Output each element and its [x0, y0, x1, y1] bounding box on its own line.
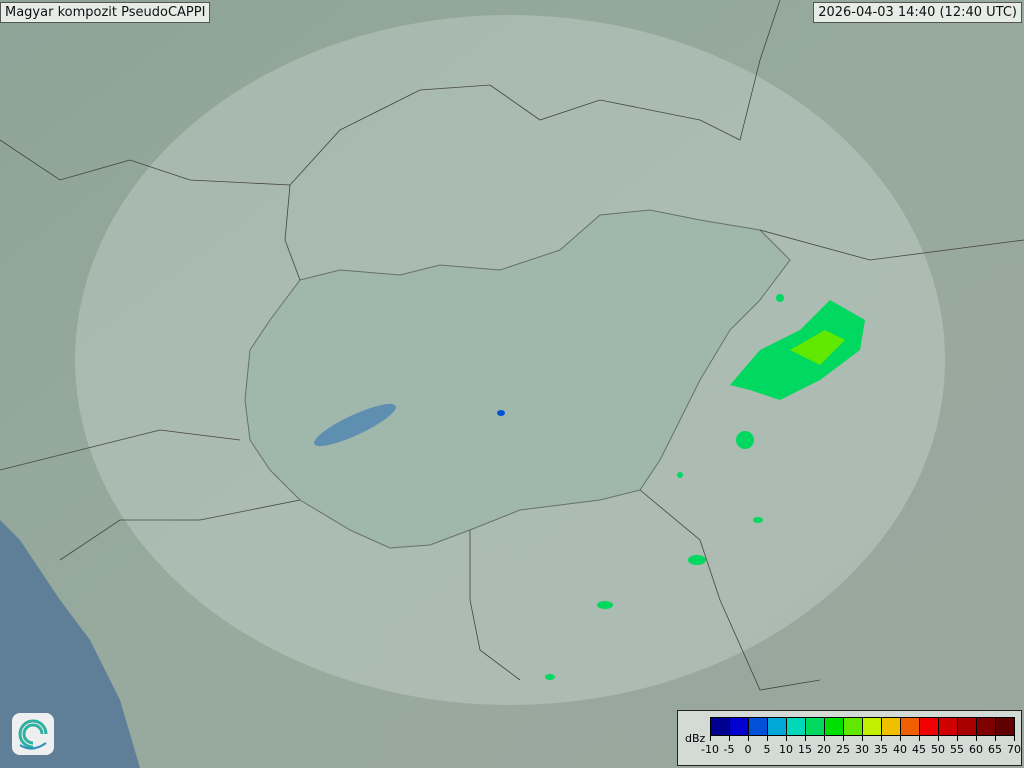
color-swatch — [749, 718, 768, 735]
tick-label: 45 — [912, 743, 926, 756]
echo-cell — [497, 410, 505, 416]
tick-label: 10 — [779, 743, 793, 756]
color-swatch — [730, 718, 749, 735]
echo-cell — [776, 294, 784, 302]
legend-unit: dBz — [685, 732, 706, 745]
timestamp: 2026-04-03 14:40 (12:40 UTC) — [813, 2, 1022, 23]
tick-label: 35 — [874, 743, 888, 756]
tick-mark — [767, 735, 768, 741]
tick-label: -5 — [723, 743, 735, 756]
tick-mark — [748, 735, 749, 741]
tick-mark — [976, 735, 977, 741]
echo-cell — [688, 555, 706, 565]
tick-mark — [786, 735, 787, 741]
tick-mark — [957, 735, 958, 741]
tick-label: 30 — [855, 743, 869, 756]
tick-mark — [995, 735, 996, 741]
tick-label: 40 — [893, 743, 907, 756]
scale-labels: -10 -5 0 5 10 15 20 25 30 35 40 45 50 55 60 65 70 — [701, 735, 1021, 761]
tick-mark — [881, 735, 882, 741]
color-swatch — [882, 718, 901, 735]
echo-cell — [753, 517, 763, 523]
tick-mark — [710, 735, 711, 741]
tick-mark — [938, 735, 939, 741]
tick-mark — [862, 735, 863, 741]
echo-cell — [545, 674, 555, 680]
hungary-border — [244, 209, 791, 549]
tick-label: 0 — [744, 743, 752, 756]
color-swatch — [825, 718, 844, 735]
color-swatch — [806, 718, 825, 735]
echo-cell — [677, 472, 683, 478]
color-swatch — [958, 718, 977, 735]
tick-label: 60 — [969, 743, 983, 756]
tick-label: 70 — [1007, 743, 1021, 756]
color-swatch — [844, 718, 863, 735]
tick-label: 15 — [798, 743, 812, 756]
lake-balaton — [313, 403, 397, 447]
precipitation-echoes — [497, 294, 865, 680]
color-swatch — [977, 718, 996, 735]
color-scale — [710, 717, 1015, 736]
swirl-logo-icon — [18, 719, 48, 750]
tick-label: 25 — [836, 743, 850, 756]
color-swatch — [996, 718, 1014, 735]
color-swatch — [711, 718, 730, 735]
color-swatch — [768, 718, 787, 735]
echo-cell — [736, 431, 754, 449]
tick-mark — [900, 735, 901, 741]
tick-label: 5 — [763, 743, 771, 756]
omsz-logo — [12, 713, 54, 755]
color-swatch — [787, 718, 806, 735]
color-swatch — [920, 718, 939, 735]
tick-label: 55 — [950, 743, 964, 756]
product-title: Magyar kompozit PseudoCAPPI — [0, 2, 211, 23]
adriatic-sea — [0, 520, 140, 768]
color-swatch — [901, 718, 920, 735]
echo-cell — [597, 601, 613, 609]
tick-mark — [1014, 735, 1015, 741]
tick-mark — [824, 735, 825, 741]
country-borders — [0, 0, 1024, 691]
tick-label: 20 — [817, 743, 831, 756]
tick-mark — [805, 735, 806, 741]
color-swatch — [863, 718, 882, 735]
tick-label: -10 — [701, 743, 719, 756]
tick-label: 50 — [931, 743, 945, 756]
tick-mark — [729, 735, 730, 741]
tick-label: 65 — [988, 743, 1002, 756]
color-swatch — [939, 718, 958, 735]
tick-mark — [919, 735, 920, 741]
tick-mark — [843, 735, 844, 741]
dbz-legend: dBz -10 -5 0 5 10 15 20 25 30 35 40 45 50 55 60 65 70 — [677, 710, 1022, 766]
echo-core-northeast — [790, 330, 845, 365]
